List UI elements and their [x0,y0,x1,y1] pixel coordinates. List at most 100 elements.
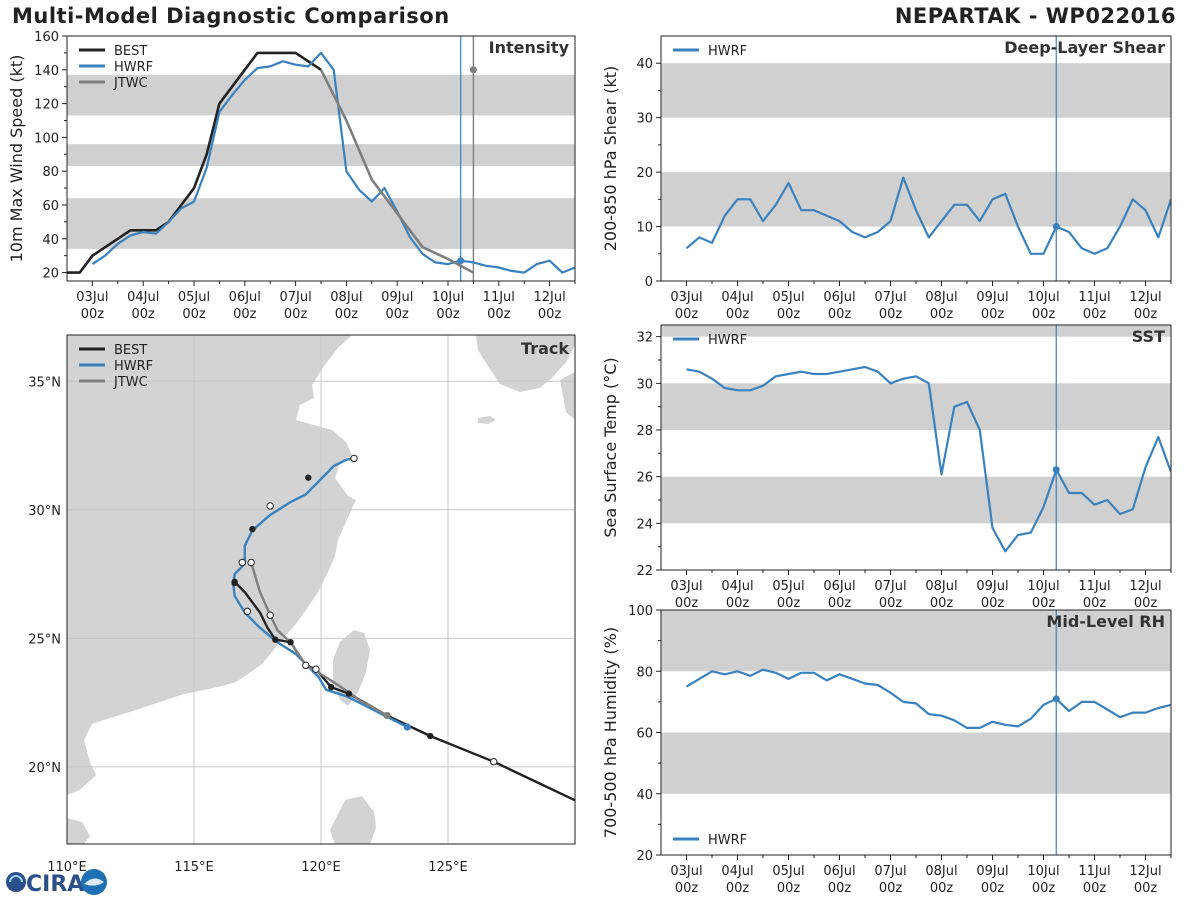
track-marker-best [345,690,353,697]
hainan [67,818,90,844]
rh-ytick-label: 60 [636,727,653,742]
shear-xtick-label-hour: 00z [981,307,1005,322]
sst-xtick-label-date: 06Jul [823,579,855,594]
intensity-jtwc-current-point [469,66,477,74]
track-lon-label: 115°E [174,860,214,875]
intensity-legend-label-hwrf: HWRF [114,60,153,75]
sst-xtick-label-hour: 00z [726,596,750,611]
rh-xtick-label-hour: 00z [777,881,801,896]
rh-hwrf-current-point [1052,695,1060,703]
track-panel: 20°N 25°N 30°N 35°N 110°E 115°E 120°E 125°E BEST… [28,334,576,875]
rh-legend-label-hwrf: HWRF [708,833,747,848]
luzon [330,796,376,844]
rh-xtick-label-date: 08Jul [925,864,957,879]
shear-ylabel: 200-850 hPa Shear (kt) [601,66,620,252]
shear-xtick-label-hour: 00z [1083,307,1107,322]
intensity-xtick-label-date: 10Jul [432,290,464,305]
sst-xtick-label-hour: 00z [1083,596,1107,611]
rh-ytick-label: 40 [636,788,653,803]
intensity-series-hwrf [91,51,575,274]
kyushu [560,372,575,420]
shear-xtick-label-date: 04Jul [721,290,753,305]
track-marker-jtwc [247,558,255,567]
rh-xtick-label-hour: 00z [879,881,903,896]
track-legend-label-best: BEST [114,343,147,358]
rh-panel: 20 40 60 80 100 03Jul 00z 04Jul 00z 05Jul 00z 06Jul… [601,604,1172,896]
intensity-hwrf-current-point [457,257,465,265]
intensity-xtick-label-hour: 00z [335,307,359,322]
intensity-band-0 [67,198,575,249]
rh-xtick-label-hour: 00z [1134,881,1158,896]
intensity-xtick-label-date: 12Jul [533,290,565,305]
rh-xtick-label-hour: 00z [675,881,699,896]
intensity-series-best [67,51,322,274]
intensity-ytick-label: 100 [34,131,59,146]
track-series-hwrf [232,457,408,729]
shear-ytick-label: 20 [636,166,653,181]
sst-xtick-label-date: 05Jul [772,579,804,594]
sst-xtick-label-hour: 00z [777,596,801,611]
logo-text: CIRA [26,872,84,897]
intensity-xtick-label-hour: 00z [487,307,511,322]
intensity-xtick-label-hour: 00z [284,307,308,322]
sst-xtick-label-date: 03Jul [670,579,702,594]
shear-series-hwrf [685,176,1171,255]
shear-hwrf-current-point [1052,223,1060,231]
shear-xtick-label-hour: 00z [828,307,852,322]
track-marker-best [490,758,498,766]
logo-swirl-icon [6,872,26,892]
track-marker-best [427,732,434,740]
intensity-xtick-label-date: 07Jul [279,290,311,305]
jeju [478,416,496,424]
rh-band-0 [661,732,1171,794]
shear-ytick-label: 30 [636,112,653,127]
sst-legend-label-hwrf: HWRF [708,333,747,348]
sst-ytick-label: 26 [636,471,653,486]
intensity-ytick-label: 140 [34,64,59,79]
intensity-series-jtwc [319,69,475,274]
intensity-ytick-label: 40 [42,233,59,248]
intensity-ytick-label: 120 [34,98,59,113]
intensity-xtick-label-date: 04Jul [127,290,159,305]
shear-xtick-label-hour: 00z [1134,307,1158,322]
sst-xtick-label-hour: 00z [1032,596,1056,611]
track-legend-label-hwrf: HWRF [114,359,153,374]
sst-hwrf-current-point [1052,466,1060,474]
rh-xtick-label-date: 09Jul [976,864,1008,879]
rh-xtick-label-date: 04Jul [721,864,753,879]
shear-xtick-label-date: 09Jul [976,290,1008,305]
track-lon-label: 120°E [301,860,341,875]
track-marker-hwrf [350,454,358,463]
rh-xtick-label-hour: 00z [930,881,954,896]
sst-band-2 [661,325,1171,337]
track-marker-hwrf [249,525,256,533]
track-marker-hwrf [243,607,252,616]
rh-title: Mid-Level RH [1046,612,1165,631]
shear-xtick-label-hour: 00z [879,307,903,322]
rh-xtick-label-date: 10Jul [1027,864,1059,879]
intensity-title: Intensity [489,38,570,57]
intensity-xtick-label-date: 09Jul [381,290,413,305]
shear-panel: 0 10 20 30 40 03Jul 00z 04Jul 00z 05Jul 00z 06Jul 00… [601,35,1172,322]
sst-xtick-label-hour: 00z [930,596,954,611]
rh-xtick-label-date: 05Jul [772,864,804,879]
shear-ytick-label: 10 [636,221,653,236]
intensity-xtick-label-hour: 00z [538,307,562,322]
intensity-ytick-label: 60 [42,199,59,214]
shear-xtick-label-date: 12Jul [1129,290,1161,305]
sst-xtick-label-date: 12Jul [1129,579,1161,594]
track-title: Track [521,339,569,358]
shear-title: Deep-Layer Shear [1004,38,1165,57]
intensity-band-2 [67,74,575,116]
sst-xtick-label-date: 07Jul [874,579,906,594]
shear-xtick-label-date: 10Jul [1027,290,1059,305]
sst-ytick-label: 28 [636,424,653,439]
track-marker-best [272,636,279,643]
intensity-band-1 [67,144,575,167]
sst-xtick-label-date: 04Jul [721,579,753,594]
rh-ytick-label: 20 [636,849,653,864]
track-legend-label-jtwc: JTWC [113,375,148,390]
sst-ytick-label: 32 [636,331,653,346]
rh-xtick-label-date: 11Jul [1078,864,1110,879]
